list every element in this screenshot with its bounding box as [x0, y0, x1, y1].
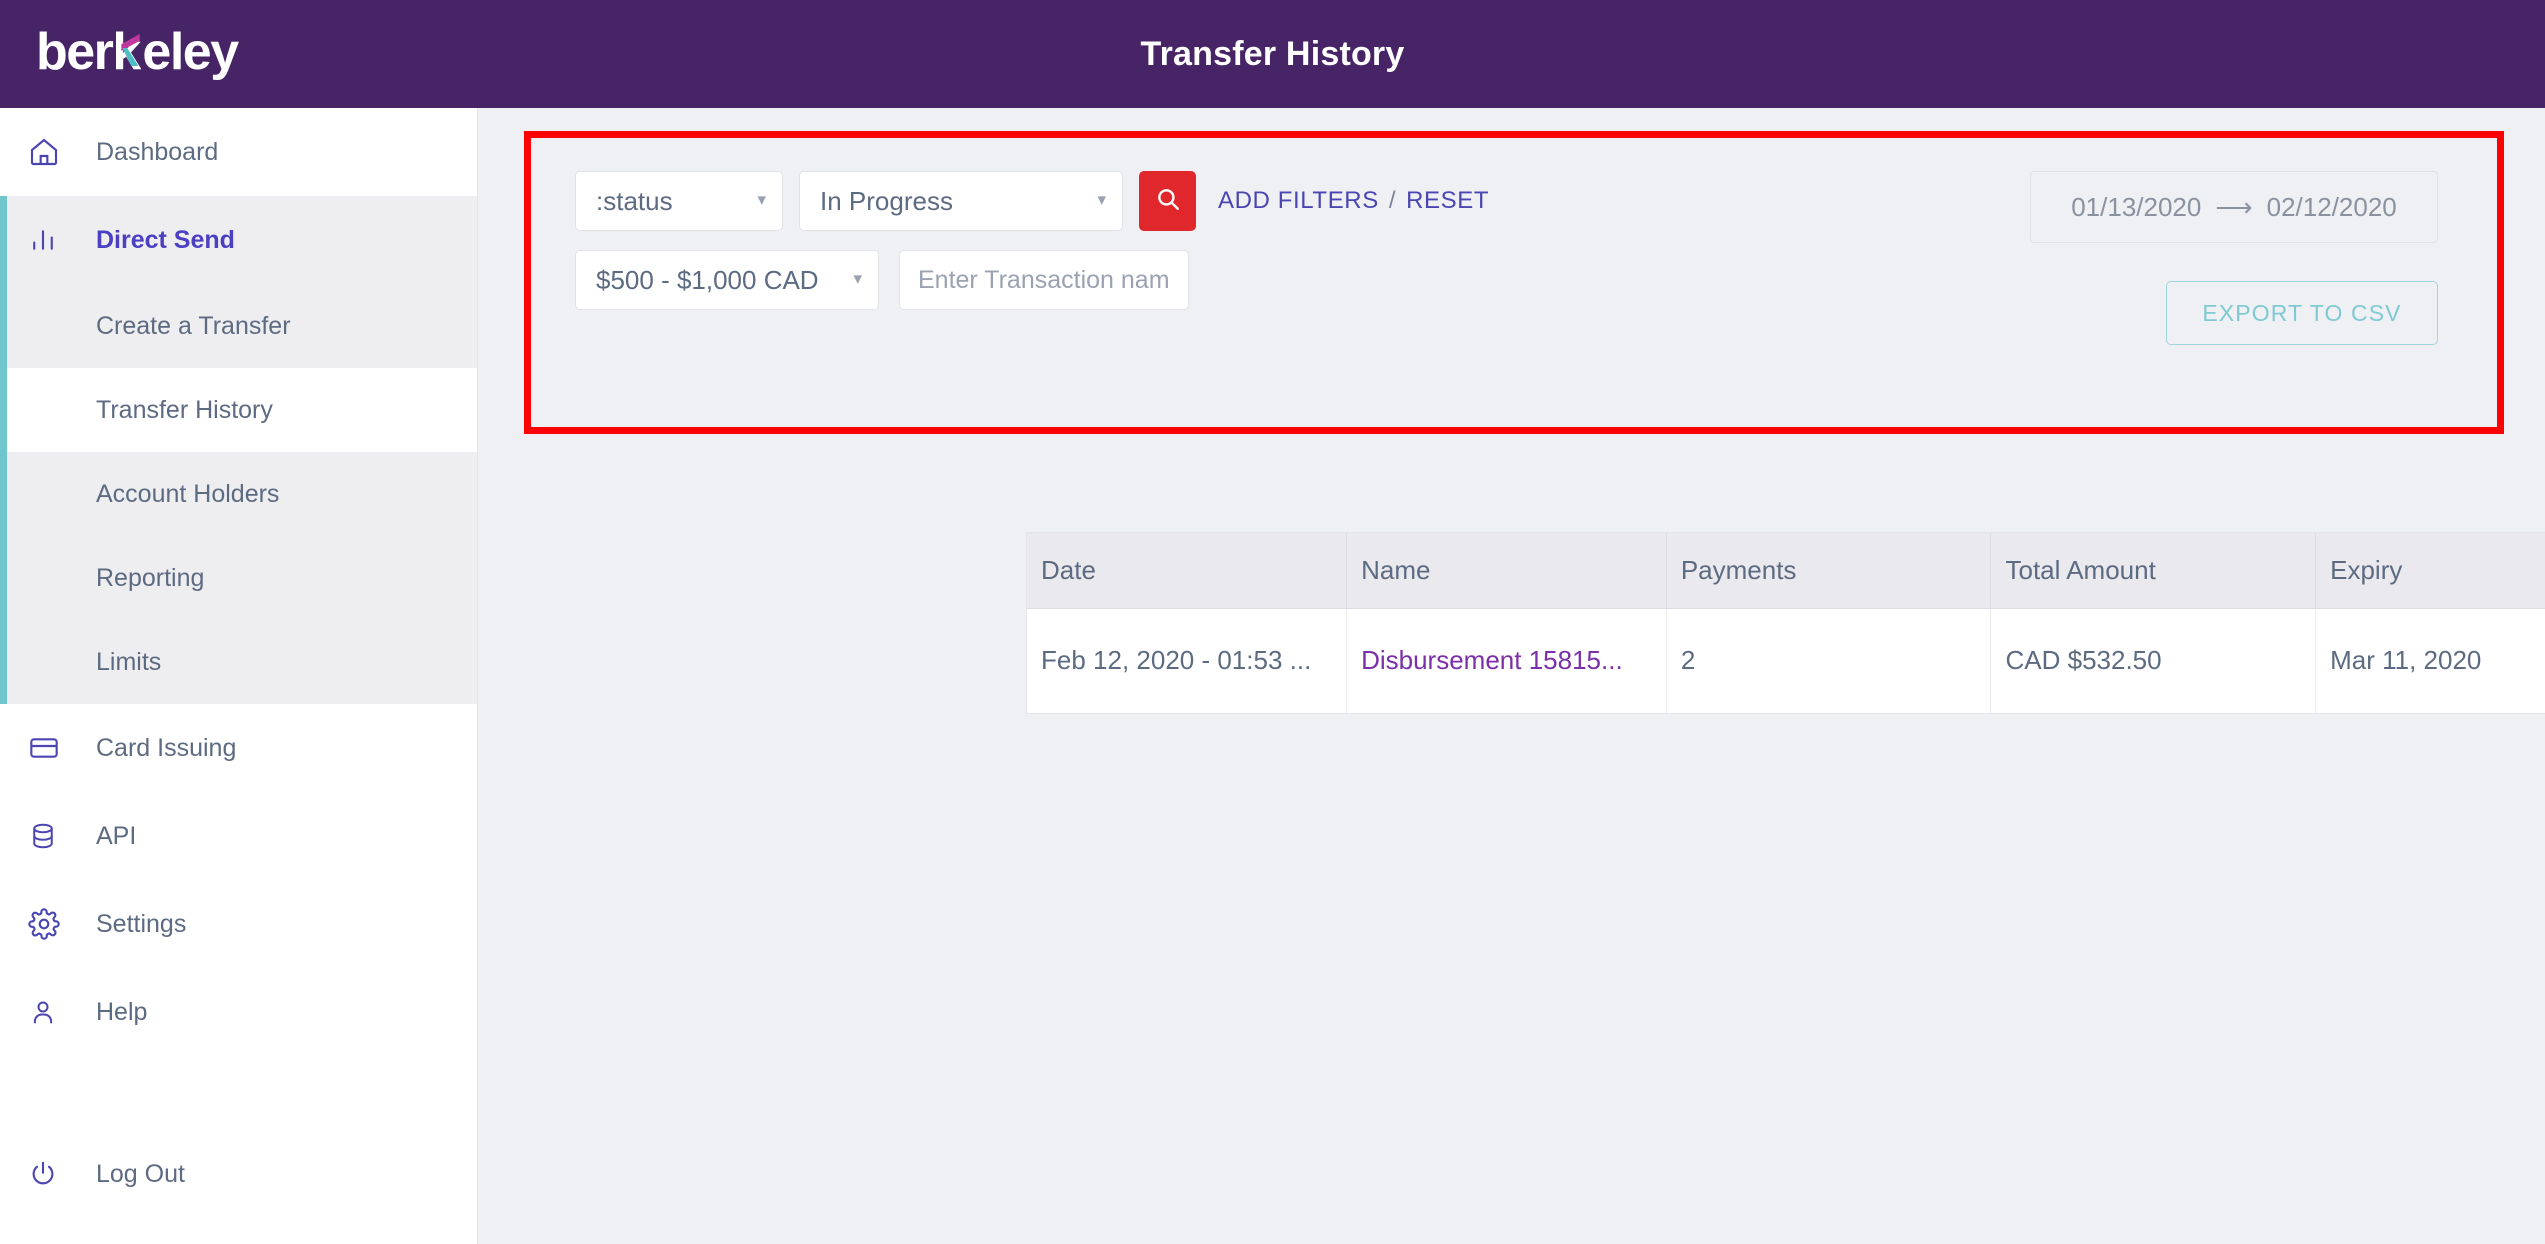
export-button-label: EXPORT TO CSV [2202, 299, 2402, 326]
bar-chart-icon [28, 225, 82, 255]
sidebar-item-help[interactable]: Help [0, 968, 477, 1056]
table-row[interactable]: Feb 12, 2020 - 01:53 ... Disbursement 15… [1027, 608, 2545, 713]
chevron-down-icon: ▾ [1097, 189, 1106, 209]
sidebar-subitem-label: Limits [96, 647, 162, 676]
sidebar-item-card-issuing[interactable]: Card Issuing [0, 704, 477, 792]
sidebar-subitem-account-holders[interactable]: Account Holders [0, 452, 477, 536]
database-icon [28, 820, 82, 852]
chevron-down-icon: ▾ [853, 268, 862, 288]
table-header-row: Date Name Payments Total Amount Expiry S… [1027, 533, 2545, 609]
sidebar-subitem-label: Reporting [96, 563, 205, 592]
column-header-total-amount[interactable]: Total Amount [1990, 533, 2317, 609]
sidebar-item-dashboard[interactable]: Dashboard [0, 108, 477, 196]
sidebar-direct-send-group: Direct Send Create a Transfer Transfer H… [0, 196, 477, 704]
column-header-expiry[interactable]: Expiry [2315, 533, 2545, 609]
sidebar-subitem-create-a-transfer[interactable]: Create a Transfer [0, 284, 477, 368]
cell-date: Feb 12, 2020 - 01:53 ... [1027, 608, 1348, 713]
sidebar-item-settings[interactable]: Settings [0, 880, 477, 968]
sidebar-nav: Dashboard Direct Send Create a Transfer … [0, 108, 478, 1244]
cell-payments: 2 [1666, 608, 1992, 713]
power-icon [28, 1159, 82, 1189]
reset-link[interactable]: RESET [1406, 187, 1490, 214]
filter-panel: :status ▾ In Progress ▾ ADD [548, 127, 2471, 437]
sidebar-subitem-label: Account Holders [96, 479, 280, 508]
credit-card-icon [28, 732, 82, 764]
sidebar-item-label: Dashboard [96, 137, 219, 166]
cell-name-link[interactable]: Disbursement 15815... [1361, 645, 1623, 676]
add-filters-link[interactable]: ADD FILTERS [1218, 187, 1379, 214]
date-range-start: 01/13/2020 [2071, 191, 2202, 222]
sidebar-item-direct-send[interactable]: Direct Send [0, 196, 477, 284]
filter-links: ADD FILTERS / RESET [1218, 187, 1489, 215]
sidebar-item-label: Card Issuing [96, 733, 237, 762]
filter-row-secondary: $500 - $1,000 CAD ▾ [575, 250, 1189, 310]
column-header-payments[interactable]: Payments [1666, 533, 1992, 609]
sidebar-subitem-label: Transfer History [96, 395, 273, 424]
logo-text-pre: ber [36, 23, 114, 81]
sidebar-subitem-transfer-history[interactable]: Transfer History [0, 368, 477, 452]
search-button[interactable] [1139, 171, 1196, 231]
chevron-down-icon: ▾ [757, 189, 766, 209]
filter-field-select[interactable]: :status ▾ [575, 171, 783, 231]
logo-k-mark: k [112, 20, 142, 84]
cell-total-amount: CAD $532.50 [1990, 608, 2317, 713]
page-title: Transfer History [1140, 34, 1405, 73]
filter-value-select[interactable]: In Progress ▾ [799, 171, 1123, 231]
column-header-name[interactable]: Name [1346, 533, 1667, 609]
sidebar-item-label: Help [96, 997, 148, 1026]
filter-value-text: In Progress [820, 185, 953, 216]
sidebar-subitem-limits[interactable]: Limits [0, 620, 477, 704]
cell-expiry: Mar 11, 2020 [2315, 608, 2545, 713]
search-icon [1155, 186, 1181, 217]
home-icon [28, 136, 82, 168]
sidebar-item-label: Settings [96, 909, 187, 938]
link-separator: / [1388, 187, 1397, 214]
sidebar-item-api[interactable]: API [0, 792, 477, 880]
sidebar-item-log-out[interactable]: Log Out [0, 1130, 478, 1218]
berkeley-logo[interactable]: ber k eley [36, 20, 239, 84]
top-header-bar: ber k eley Transfer History [0, 0, 2545, 108]
arrow-right-icon: ⟶ [2215, 191, 2253, 222]
amount-range-select[interactable]: $500 - $1,000 CAD ▾ [575, 250, 879, 310]
main-content: :status ▾ In Progress ▾ ADD [478, 108, 2545, 1244]
transaction-name-input[interactable] [899, 250, 1189, 310]
gear-icon [28, 908, 82, 940]
sidebar-item-label: API [96, 821, 137, 850]
sidebar-subitem-reporting[interactable]: Reporting [0, 536, 477, 620]
filter-row-primary: :status ▾ In Progress ▾ ADD [575, 171, 1489, 231]
transfer-history-table: Date Name Payments Total Amount Expiry S… [1026, 532, 2545, 714]
date-range-picker[interactable]: 01/13/2020 ⟶ 02/12/2020 [2030, 171, 2438, 243]
column-header-date[interactable]: Date [1027, 533, 1348, 609]
date-range-end: 02/12/2020 [2266, 191, 2397, 222]
filter-field-value: :status [596, 185, 673, 216]
sidebar-item-label: Direct Send [96, 225, 235, 254]
export-to-csv-button[interactable]: EXPORT TO CSV [2166, 281, 2438, 345]
person-icon [28, 996, 82, 1028]
sidebar-subitem-label: Create a Transfer [96, 311, 291, 340]
logo-text-post: eley [142, 23, 239, 81]
amount-range-value: $500 - $1,000 CAD [596, 264, 819, 295]
sidebar-logout-label: Log Out [96, 1159, 185, 1188]
